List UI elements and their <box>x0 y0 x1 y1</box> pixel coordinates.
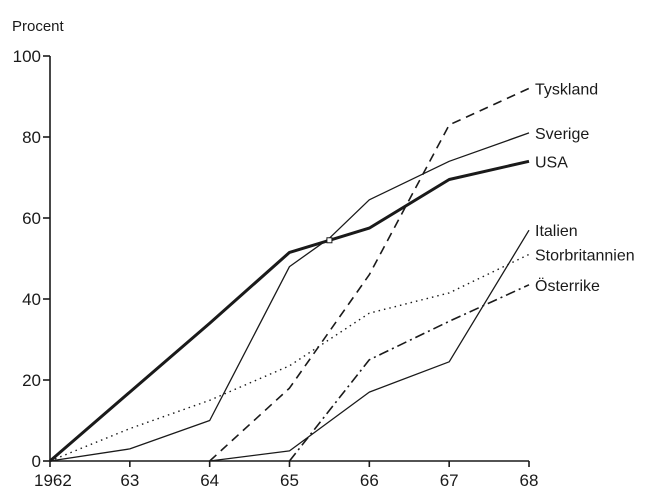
x-tick-label: 1962 <box>34 471 72 488</box>
series-label-tyskland: Tyskland <box>535 81 598 98</box>
series-line-sverige <box>49 132 530 462</box>
x-tick-label: 66 <box>360 471 379 488</box>
series-label-italien: Italien <box>535 223 578 240</box>
series-line-tyskland <box>209 87 530 462</box>
series-label-österrike: Österrike <box>535 277 600 295</box>
y-tick-label: 80 <box>22 128 41 147</box>
x-tick-label: 65 <box>280 471 299 488</box>
series-line-storbritannien <box>49 253 530 462</box>
x-tick-label: 67 <box>440 471 459 488</box>
y-axis-title: Procent <box>12 18 65 35</box>
series-line-usa <box>49 159 530 463</box>
series-label-sverige: Sverige <box>535 126 589 143</box>
x-tick-label: 64 <box>200 471 219 488</box>
series-line-italien <box>209 229 530 462</box>
x-tick-label: 63 <box>120 471 139 488</box>
series-line-österrike <box>288 284 530 462</box>
y-tick-label: 100 <box>13 47 41 66</box>
y-tick-label: 0 <box>32 452 41 471</box>
y-tick-label: 60 <box>22 209 41 228</box>
x-tick-label: 68 <box>520 471 539 488</box>
y-tick-label: 20 <box>22 371 41 390</box>
crossing-marker <box>326 237 333 244</box>
y-tick-label: 40 <box>22 290 41 309</box>
series-label-storbritannien: Storbritannien <box>535 247 635 264</box>
series-label-usa: USA <box>535 154 568 171</box>
